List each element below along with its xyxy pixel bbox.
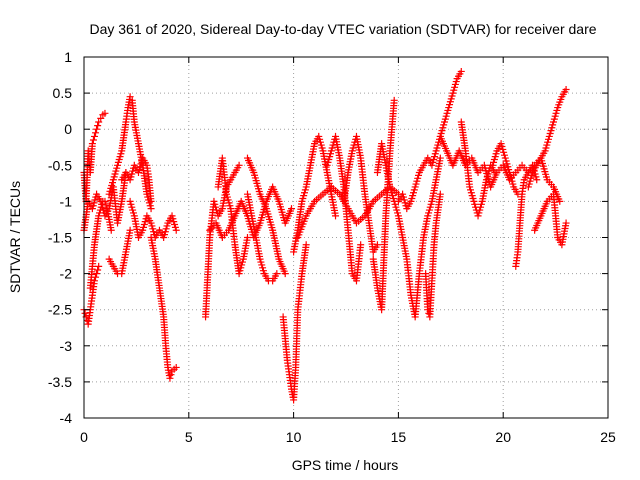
data-point	[436, 190, 444, 198]
data-point	[101, 197, 109, 205]
x-tick-label: 10	[286, 429, 302, 445]
series-arc-5	[105, 93, 155, 213]
data-point	[235, 161, 243, 169]
x-tick-label: 15	[391, 429, 407, 445]
data-marks	[80, 67, 570, 404]
series-arc-7	[118, 154, 155, 205]
data-point	[166, 374, 174, 382]
y-tick-label: -2.5	[48, 302, 72, 318]
y-tick-label: -3	[60, 338, 73, 354]
data-point	[533, 176, 541, 184]
data-point	[94, 266, 102, 274]
data-point	[90, 132, 98, 140]
series-arc-14	[243, 154, 289, 278]
y-tick-label: 0.5	[53, 85, 73, 101]
data-point	[172, 226, 180, 234]
y-tick-label: -1.5	[48, 230, 72, 246]
series-arc-27	[512, 161, 541, 270]
y-tick-label: 1	[64, 49, 72, 65]
series-arc-21	[373, 140, 444, 321]
series-arc-23	[422, 190, 444, 321]
data-point	[90, 277, 98, 285]
series-arc-1	[80, 109, 109, 205]
data-point	[89, 136, 97, 144]
data-point	[93, 270, 101, 278]
data-point	[562, 219, 570, 227]
data-point	[147, 197, 155, 205]
series-arc-22	[394, 67, 465, 213]
y-tick-label: -4	[60, 410, 73, 426]
x-tick-label: 0	[80, 429, 88, 445]
series-arc-18	[323, 132, 365, 285]
series-arc-12	[214, 154, 251, 278]
y-tick-label: 0	[64, 121, 72, 137]
data-point	[491, 169, 499, 177]
data-point	[95, 118, 103, 126]
y-tick-label: -3.5	[48, 374, 72, 390]
y-tick-label: -1	[60, 193, 73, 209]
series-arc-19	[340, 132, 381, 256]
x-tick-label: 25	[600, 429, 616, 445]
data-point	[94, 122, 102, 130]
series-arc-20	[369, 96, 398, 314]
data-point	[436, 154, 444, 162]
data-point	[126, 93, 134, 101]
data-point	[95, 262, 103, 270]
data-point	[172, 363, 180, 371]
series-arc-13	[243, 190, 281, 285]
chart-title: Day 361 of 2020, Sidereal Day-to-day VTE…	[89, 21, 596, 37]
series-arc-9	[147, 234, 180, 382]
series-arc-8	[126, 197, 180, 241]
series-arc-6	[105, 226, 134, 278]
data-point	[81, 309, 89, 317]
data-point	[556, 197, 564, 205]
series-arc-4	[86, 197, 115, 292]
data-point	[167, 371, 175, 379]
data-point	[93, 125, 101, 133]
x-tick-label: 5	[185, 429, 193, 445]
data-point	[273, 270, 281, 278]
data-point	[92, 129, 100, 137]
data-point	[390, 96, 398, 104]
y-tick-label: -0.5	[48, 157, 72, 173]
data-point	[97, 114, 105, 122]
x-axis-label: GPS time / hours	[292, 457, 399, 473]
data-point	[562, 85, 570, 93]
series-arc-26	[489, 140, 522, 198]
y-axis-label: SDTVAR / TECUs	[7, 181, 23, 293]
data-point	[332, 212, 340, 220]
series-arc-29	[531, 190, 570, 249]
data-point	[357, 241, 365, 249]
data-point	[243, 234, 251, 241]
axis-ticks: 0 5 10 15 20 25 -4 -3.5 -3 -2.5 -2 -1.5 -1 -0.5 0 0.5 1	[48, 49, 616, 445]
data-point	[126, 226, 134, 234]
series-arc-15	[279, 241, 310, 404]
data-point	[373, 241, 381, 249]
data-point	[457, 67, 465, 75]
x-tick-label: 20	[495, 429, 511, 445]
data-point	[302, 241, 310, 249]
data-point	[101, 109, 109, 117]
data-point	[107, 226, 115, 234]
series-arc-28	[524, 85, 570, 191]
data-point	[88, 140, 96, 148]
data-point	[281, 270, 289, 278]
data-point	[288, 205, 296, 213]
data-point	[102, 201, 110, 209]
y-tick-label: -2	[60, 266, 73, 282]
series-arc-25	[457, 118, 499, 220]
data-point	[147, 205, 155, 213]
